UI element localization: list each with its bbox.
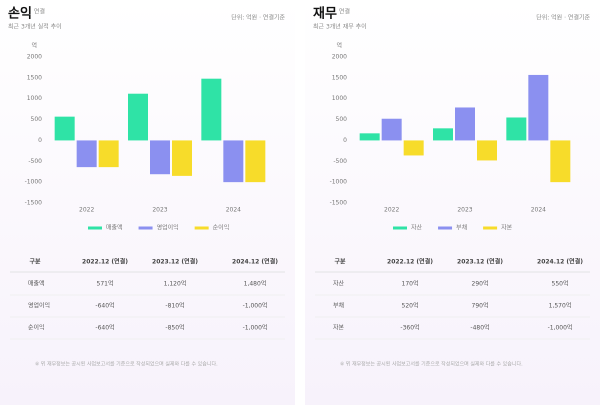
bar bbox=[150, 140, 170, 175]
x-tick-label: 2024 bbox=[531, 207, 546, 214]
table-header: 2024.12 (연결) bbox=[537, 258, 583, 266]
bar bbox=[128, 93, 148, 141]
table-cell: -1,000억 bbox=[243, 324, 268, 332]
panel-title: 재무 bbox=[313, 7, 337, 22]
table-cell: 520억 bbox=[402, 302, 419, 310]
y-tick-label: 2000 bbox=[27, 54, 42, 61]
bar bbox=[245, 140, 266, 183]
table-cell: -480억 bbox=[470, 324, 489, 332]
bar bbox=[98, 140, 119, 168]
table-cell: 790억 bbox=[472, 302, 489, 310]
x-tick-label: 2023 bbox=[152, 207, 167, 214]
table-header: 2024.12 (연결) bbox=[232, 258, 278, 266]
legend-label: 부채 bbox=[456, 224, 467, 232]
bar bbox=[76, 140, 97, 168]
table-header: 구분 bbox=[334, 258, 346, 266]
table-cell: -640억 bbox=[95, 302, 114, 310]
table-cell: -640억 bbox=[95, 324, 114, 332]
table-row-label: 영업이익 bbox=[28, 302, 50, 310]
y-tick-label: 0 bbox=[38, 137, 42, 144]
y-tick-label: -1500 bbox=[330, 200, 348, 207]
panel-badge: 연결 bbox=[339, 8, 350, 16]
panel-note: 단위: 억원 · 연결기준 bbox=[536, 14, 590, 22]
panel-subtitle: 최근 3개년 재무 추이 bbox=[313, 23, 367, 31]
x-tick-label: 2022 bbox=[384, 207, 399, 214]
y-tick-label: 2000 bbox=[332, 54, 347, 61]
bar bbox=[54, 116, 75, 141]
panel-title: 손익 bbox=[8, 6, 32, 22]
table-cell: 1,480억 bbox=[244, 280, 267, 288]
table-row-label: 자본 bbox=[333, 324, 345, 332]
unit-label: 억 bbox=[336, 42, 342, 50]
legend-label: 매출액 bbox=[106, 224, 123, 232]
table-cell: -1,000억 bbox=[243, 302, 268, 310]
bar bbox=[381, 118, 402, 141]
table-header: 구분 bbox=[29, 258, 41, 266]
table-cell: 1,120억 bbox=[164, 280, 187, 288]
table-cell: 170억 bbox=[402, 280, 419, 288]
panel-badge: 연결 bbox=[34, 8, 45, 16]
bar bbox=[359, 133, 380, 141]
table-row-label: 매출액 bbox=[28, 280, 45, 288]
bar bbox=[201, 78, 222, 141]
y-tick-label: -500 bbox=[28, 158, 42, 165]
table-header: 2023.12 (연결) bbox=[152, 258, 198, 266]
bar bbox=[172, 140, 192, 176]
panel-note: 단위: 억원 · 연결기준 bbox=[231, 14, 285, 22]
y-tick-label: -1000 bbox=[25, 179, 43, 186]
footnote: ※ 위 재무정보는 공시된 사업보고서를 기준으로 작성되었으며 실제와 다를 … bbox=[35, 361, 218, 368]
bar bbox=[403, 140, 424, 156]
x-tick-label: 2022 bbox=[79, 207, 94, 214]
table-row-label: 순이익 bbox=[28, 324, 45, 332]
y-tick-label: -1000 bbox=[330, 179, 348, 186]
table-cell: 571억 bbox=[97, 280, 114, 288]
bar bbox=[550, 140, 571, 183]
legend-label: 순이익 bbox=[213, 224, 230, 232]
bar bbox=[455, 107, 475, 141]
bar bbox=[223, 140, 244, 183]
x-tick-label: 2023 bbox=[457, 207, 472, 214]
bar bbox=[433, 128, 453, 141]
table-cell: -810억 bbox=[165, 302, 184, 310]
panel-subtitle: 최근 3개년 실적 추이 bbox=[8, 23, 62, 31]
legend-label: 자본 bbox=[501, 224, 513, 232]
y-tick-label: 0 bbox=[343, 137, 347, 144]
legend-label: 자산 bbox=[411, 224, 423, 232]
table-cell: 1,570억 bbox=[549, 302, 572, 310]
y-tick-label: 500 bbox=[336, 116, 348, 123]
y-tick-label: 500 bbox=[31, 116, 43, 123]
table-cell: 290억 bbox=[472, 280, 489, 288]
y-tick-label: -1500 bbox=[25, 200, 43, 207]
unit-label: 억 bbox=[31, 42, 37, 50]
bar bbox=[528, 74, 549, 141]
table-row-label: 부채 bbox=[333, 302, 344, 310]
table-cell: -360억 bbox=[400, 324, 419, 332]
y-tick-label: 1000 bbox=[332, 95, 347, 102]
panel-background bbox=[0, 0, 295, 405]
table-header: 2022.12 (연결) bbox=[387, 258, 433, 266]
panel-background bbox=[305, 0, 600, 405]
table-cell: -1,000억 bbox=[548, 324, 573, 332]
table-row-label: 자산 bbox=[333, 280, 345, 288]
footnote: ※ 위 재무정보는 공시된 사업보고서를 기준으로 작성되었으며 실제와 다를 … bbox=[340, 361, 523, 368]
y-tick-label: 1000 bbox=[27, 95, 42, 102]
bar bbox=[506, 117, 527, 141]
bar bbox=[477, 140, 497, 161]
table-cell: 550억 bbox=[552, 280, 569, 288]
x-tick-label: 2024 bbox=[226, 207, 241, 214]
table-header: 2022.12 (연결) bbox=[82, 258, 128, 266]
y-tick-label: 1500 bbox=[332, 74, 347, 81]
y-tick-label: 1500 bbox=[27, 74, 42, 81]
table-cell: -850억 bbox=[165, 324, 184, 332]
table-header: 2023.12 (연결) bbox=[457, 258, 503, 266]
legend-label: 영업이익 bbox=[157, 224, 179, 232]
y-tick-label: -500 bbox=[333, 158, 347, 165]
